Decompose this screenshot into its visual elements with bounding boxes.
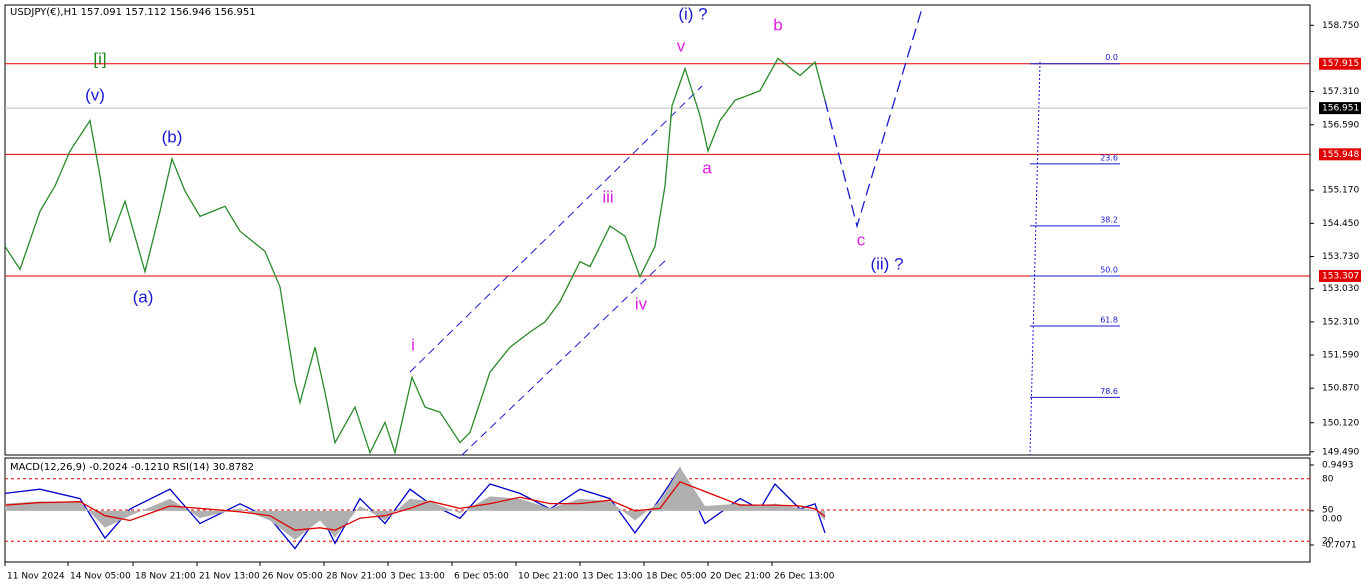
wave-label: v [677,36,686,55]
series-line [824,5,924,229]
fib-label: 50.0 [1100,265,1118,274]
wave-label: i [411,335,415,354]
y-tick-label: 149.490 [1322,447,1359,457]
y-tick-label: 152.310 [1322,317,1359,327]
y2-tick-label: -0.7071 [1322,541,1357,551]
y2-tick-label: 0.9493 [1322,461,1354,471]
fib-label: 0.0 [1105,53,1118,62]
chart-title: USDJPY(€),H1 157.091 157.112 156.946 156… [10,7,256,18]
x-tick-label: 26 Nov 05:00 [262,572,323,582]
channel-lower [461,257,669,456]
series-line [5,57,826,455]
wave-label: (ii) ? [870,254,903,273]
y-tick-label: 158.750 [1322,21,1359,31]
indicator-title: MACD(12,26,9) -0.2024 -0.1210 RSI(14) 30… [10,462,254,473]
wave-label: b [773,15,782,34]
y-tick-label: 156.590 [1322,120,1359,130]
x-tick-label: 3 Dec 13:00 [390,572,445,582]
y-tick-label: 151.590 [1322,351,1359,361]
level-box [1319,148,1361,161]
wave-label: (a) [133,287,154,306]
x-tick-label: 13 Dec 13:00 [582,572,643,582]
level-label: 153.307 [1322,271,1359,281]
wave-label: (i) ? [678,4,707,23]
wave-label: [i] [93,49,106,68]
wave-label: c [857,230,866,249]
price-plot [5,5,924,455]
x-tick-label: 18 Dec 05:00 [646,572,707,582]
x-tick-label: 11 Nov 2024 [7,572,65,582]
fib-label: 78.6 [1100,387,1118,396]
fib-label: 61.8 [1100,316,1118,325]
macd-histogram [5,467,825,540]
current-price-box [1319,102,1361,115]
fib-label: 23.6 [1100,153,1118,162]
x-tick-label: 26 Dec 13:00 [774,572,835,582]
y-tick-label: 153.030 [1322,284,1359,294]
wave-labels: [i] (v) (b) (a) i iii iv v (i) ? a b c (… [85,4,903,354]
current-price-label: 156.951 [1322,104,1359,114]
y-tick-label: 50 [1322,506,1334,516]
y-tick-label: 153.730 [1322,252,1359,262]
fib-line [1029,61,1041,456]
series-line [4,481,826,531]
wave-label: (b) [162,127,183,146]
channel-upper [409,85,703,373]
y-tick-label: 150.870 [1322,384,1359,394]
x-tick-label: 20 Dec 21:00 [710,572,771,582]
level-label: 155.948 [1322,150,1359,160]
y-tick-label: 80 [1322,474,1334,484]
level-label: 157.915 [1322,59,1359,69]
fib-label: 38.2 [1100,215,1118,224]
level-box [1319,57,1361,70]
wave-label: iv [635,294,648,313]
y-tick-label: 20 [1322,537,1334,547]
wave-label: a [702,158,712,177]
y-tick-label: 157.310 [1322,87,1359,97]
x-tick-label: 18 Nov 21:00 [135,572,196,582]
wave-label: iii [602,187,613,206]
x-tick-label: 21 Nov 13:00 [199,572,260,582]
x-tick-label: 28 Nov 21:00 [326,572,387,582]
x-tick-label: 14 Nov 05:00 [70,572,131,582]
x-tick-label: 6 Dec 05:00 [454,572,509,582]
x-tick-label: 10 Dec 21:00 [518,572,579,582]
y-tick-label: 154.450 [1322,219,1359,229]
y2-tick-label: 0.00 [1322,514,1342,524]
wave-label: (v) [85,85,105,104]
y-tick-label: 150.120 [1322,418,1359,428]
y-tick-label: 155.170 [1322,186,1359,196]
level-box [1319,269,1361,282]
